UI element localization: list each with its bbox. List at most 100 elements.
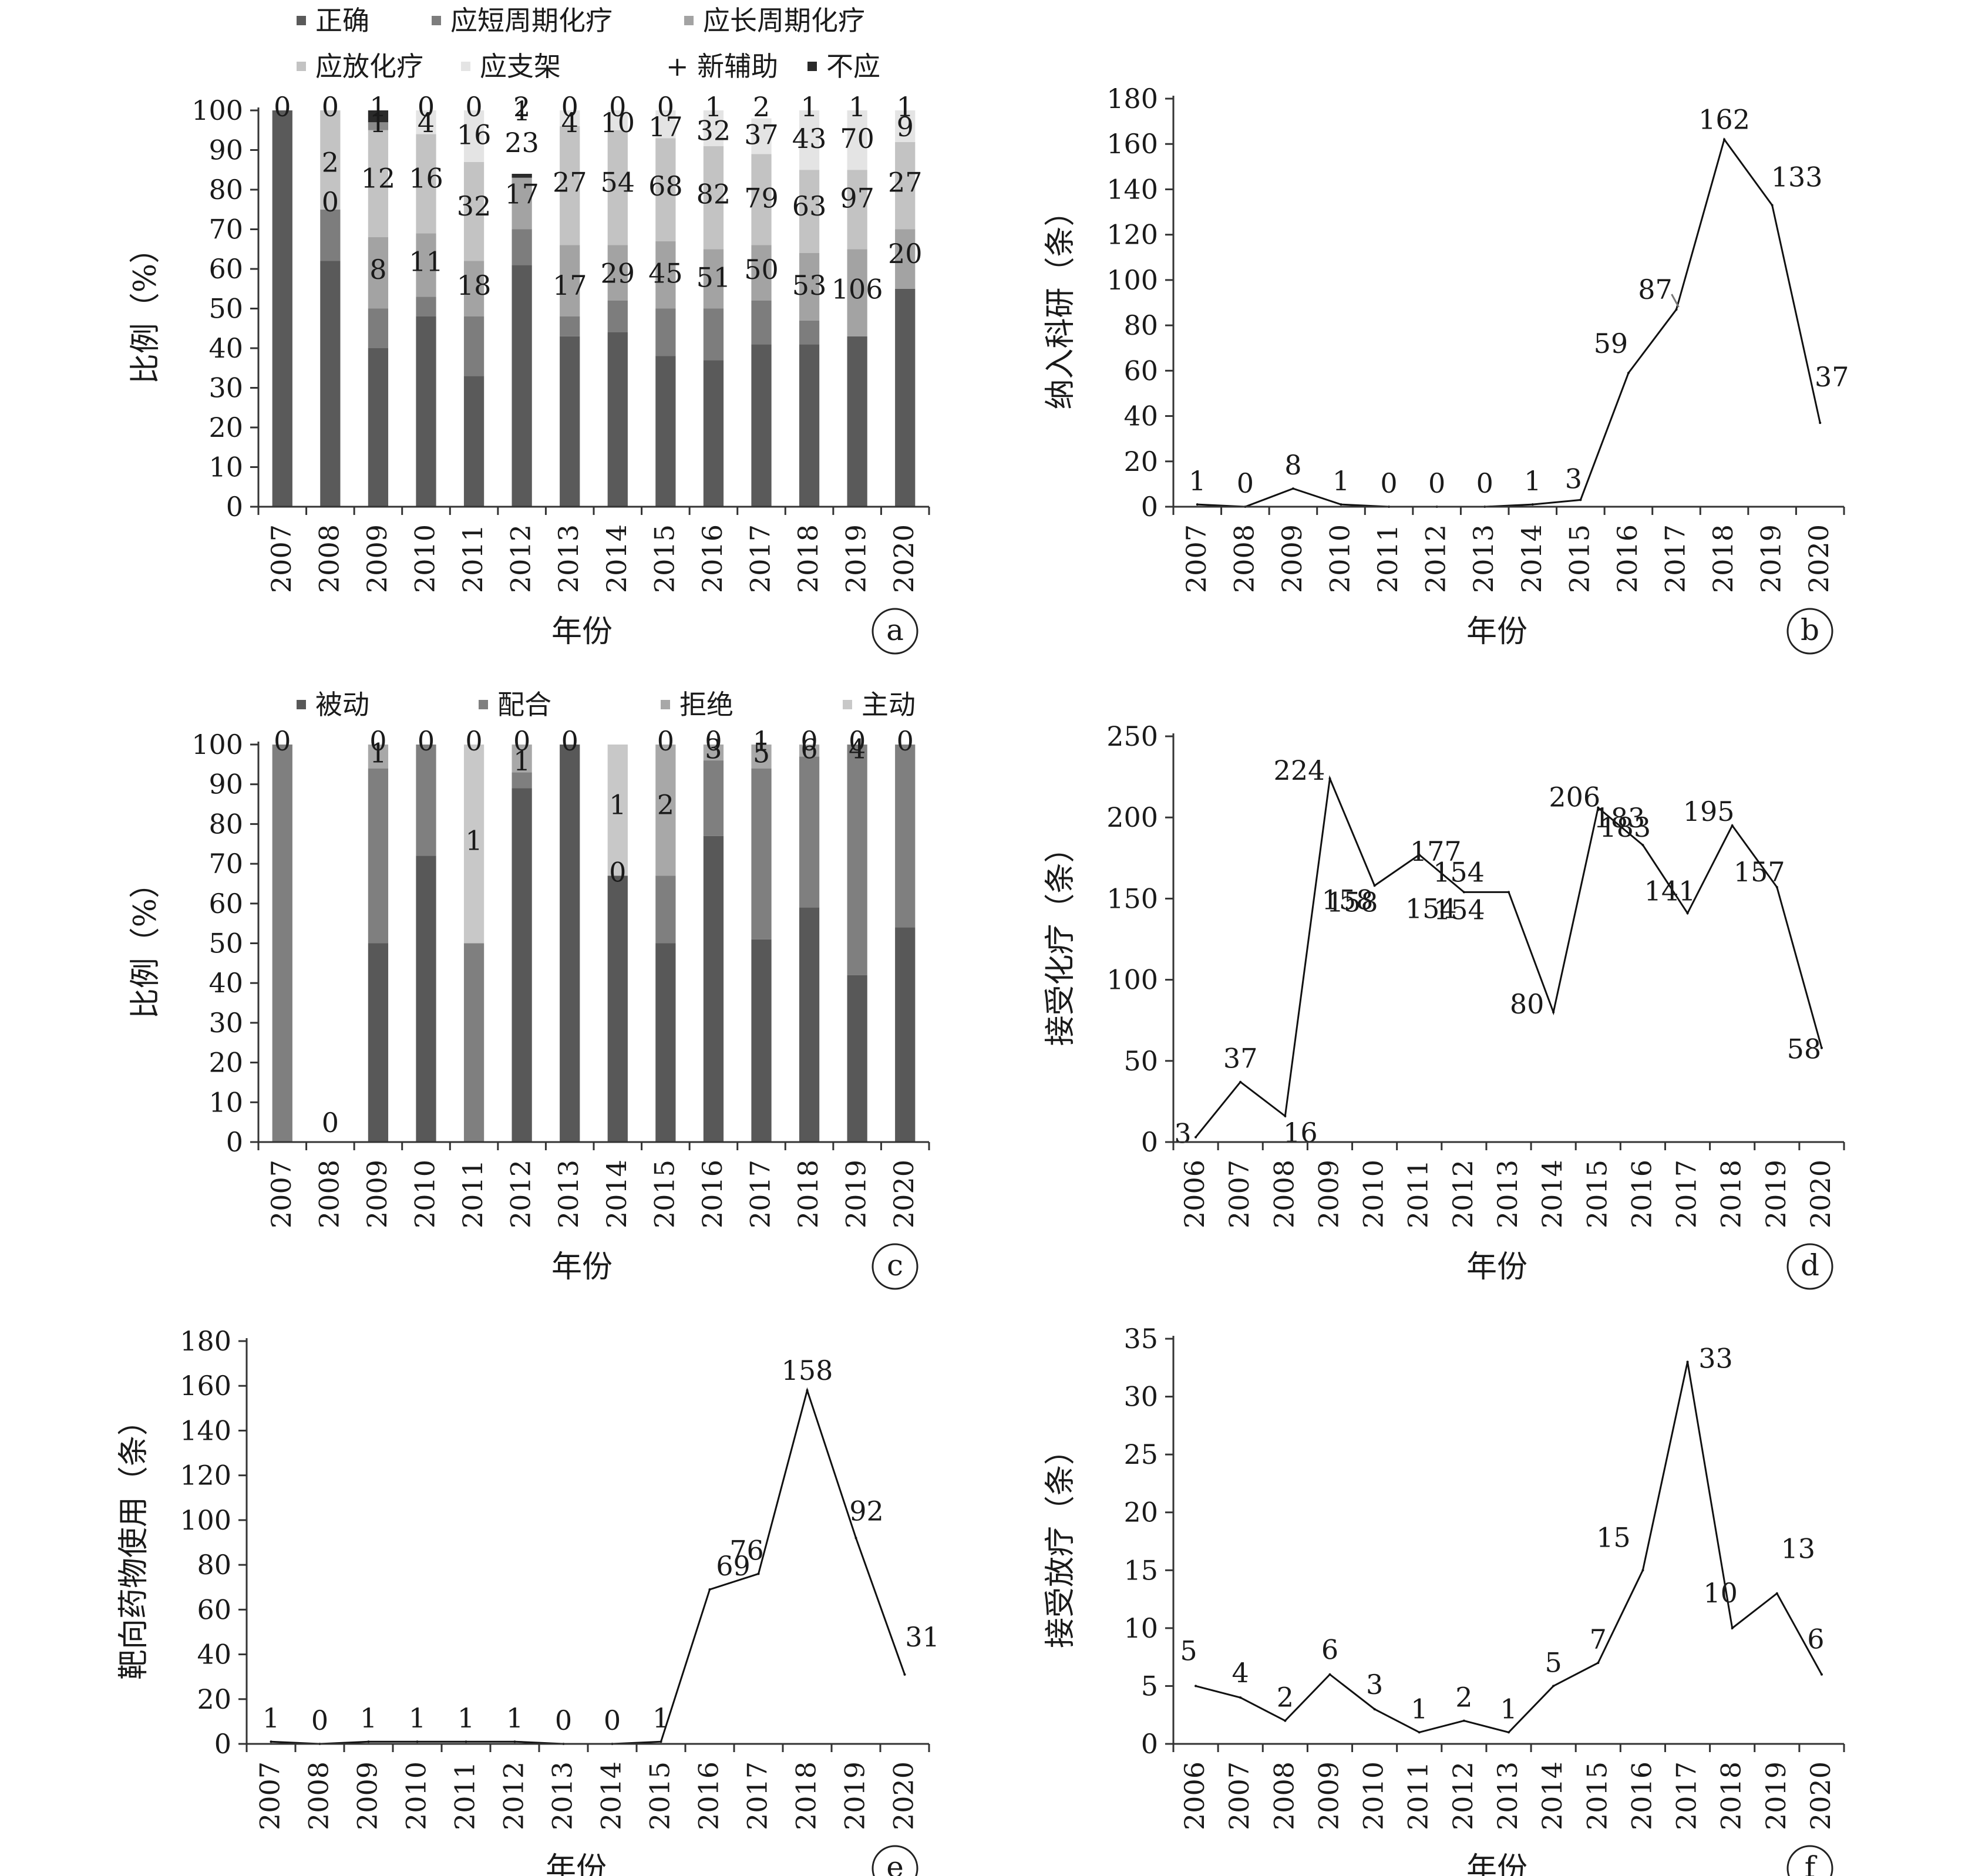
- point-label: 15: [1596, 1521, 1631, 1553]
- point-label: 1: [1411, 1693, 1428, 1725]
- x-tick-label: 2011: [457, 524, 489, 593]
- data-label: 1: [609, 789, 626, 820]
- bar-segment: [416, 297, 436, 316]
- bar-segment: [416, 745, 436, 856]
- x-tick-label: 2007: [265, 524, 297, 593]
- y-tick-label: 20: [208, 1047, 243, 1079]
- x-tick-label: 2020: [1803, 524, 1835, 593]
- y-tick-label: 70: [208, 848, 243, 880]
- y-tick-label: 200: [1106, 801, 1158, 833]
- series-line: [1195, 1362, 1823, 1733]
- data-point: [1373, 884, 1376, 887]
- y-tick-label: 100: [1106, 964, 1158, 996]
- bar-segment: [560, 336, 580, 507]
- bar-segment: [799, 110, 820, 170]
- x-tick-label: 2010: [1324, 524, 1356, 593]
- panel-label: c: [887, 1248, 903, 1282]
- data-point: [1675, 308, 1678, 311]
- y-tick-label: 0: [1141, 491, 1158, 523]
- point-label: 158: [782, 1355, 833, 1386]
- bar-segment: [703, 110, 724, 146]
- data-label: 79: [744, 182, 779, 214]
- x-tick-label: 2013: [1492, 1160, 1523, 1228]
- data-label: 0: [465, 91, 482, 123]
- bar-segment: [655, 110, 676, 139]
- y-tick-label: 100: [1106, 264, 1158, 296]
- data-label: 20: [888, 238, 923, 270]
- data-label: 16: [457, 119, 492, 150]
- data-label: 0: [274, 725, 291, 757]
- panel-label: e: [886, 1850, 904, 1876]
- bar-segment: [463, 745, 484, 944]
- bar-segment: [847, 336, 867, 507]
- y-axis-label: 比例（%）: [128, 868, 163, 1019]
- data-label: 0: [705, 725, 722, 757]
- bar-segment: [368, 768, 389, 944]
- point-label: 1: [1524, 465, 1541, 497]
- point-label: 195: [1683, 796, 1735, 827]
- bar-segment: [655, 356, 676, 507]
- y-tick-label: 0: [214, 1728, 231, 1760]
- y-tick-label: 160: [180, 1370, 231, 1402]
- x-tick-label: 2020: [1805, 1762, 1836, 1830]
- x-tick-label: 2015: [1581, 1762, 1613, 1830]
- panel-label-circle: [872, 608, 918, 655]
- x-tick-label: 2012: [505, 524, 537, 593]
- point-label: 58: [1787, 1033, 1822, 1065]
- data-label: 1: [753, 725, 770, 757]
- point-label: 2: [1455, 1682, 1472, 1713]
- data-point: [1552, 1011, 1555, 1013]
- data-label: 1: [800, 91, 817, 123]
- x-tick-label: 2014: [1536, 1160, 1568, 1228]
- y-tick-label: 10: [1123, 1612, 1158, 1644]
- data-point: [1819, 422, 1822, 425]
- x-axis-label: 年份: [1466, 1851, 1527, 1876]
- panel-label-circle: [872, 1243, 918, 1290]
- bar-segment: [368, 348, 389, 507]
- x-tick-label: 2016: [693, 1762, 725, 1830]
- data-point: [1284, 1719, 1287, 1722]
- legend-label: 配合: [497, 689, 551, 720]
- y-tick-label: 20: [197, 1683, 231, 1715]
- panel-label: b: [1801, 613, 1819, 647]
- data-point: [1627, 372, 1630, 375]
- point-label: 2: [1277, 1682, 1294, 1713]
- point-label: 3: [1366, 1669, 1383, 1700]
- bar-segment: [512, 772, 532, 789]
- data-label: 45: [648, 258, 683, 289]
- x-tick-label: 2017: [1671, 1762, 1702, 1830]
- legend-swatch: [297, 62, 306, 71]
- x-tick-label: 2010: [401, 1762, 432, 1830]
- bar-segment: [799, 320, 820, 345]
- data-label: 1: [897, 91, 914, 123]
- y-tick-label: 180: [1106, 83, 1158, 114]
- data-point: [1641, 844, 1644, 847]
- data-label: 1: [369, 107, 386, 139]
- data-label: 6: [800, 733, 817, 765]
- point-label: 10: [1703, 1577, 1738, 1609]
- point-label: 1: [263, 1702, 280, 1734]
- x-tick-label: 2009: [352, 1762, 383, 1830]
- data-label: 0: [849, 725, 866, 757]
- bar-segment: [416, 233, 436, 297]
- data-label: 97: [840, 182, 874, 214]
- y-tick-label: 40: [1123, 400, 1158, 432]
- data-point: [1373, 1707, 1376, 1710]
- y-axis-label: 比例（%）: [128, 233, 163, 384]
- y-tick-label: 70: [208, 214, 243, 245]
- x-tick-label: 2011: [457, 1160, 489, 1228]
- data-label: 0: [657, 725, 674, 757]
- bar-segment: [799, 253, 820, 321]
- data-point: [1239, 1080, 1242, 1083]
- x-tick-label: 2008: [313, 524, 345, 593]
- point-label: 1: [1500, 1693, 1517, 1725]
- x-tick-label: 2010: [409, 524, 441, 593]
- x-tick-label: 2017: [745, 524, 776, 593]
- x-tick-label: 2013: [547, 1762, 578, 1830]
- bar-segment: [799, 756, 820, 908]
- x-tick-label: 2018: [1715, 1762, 1747, 1830]
- data-label: 18: [457, 270, 492, 301]
- bar-segment: [607, 301, 628, 332]
- x-tick-label: 2017: [742, 1762, 773, 1830]
- bar-segment: [751, 344, 772, 507]
